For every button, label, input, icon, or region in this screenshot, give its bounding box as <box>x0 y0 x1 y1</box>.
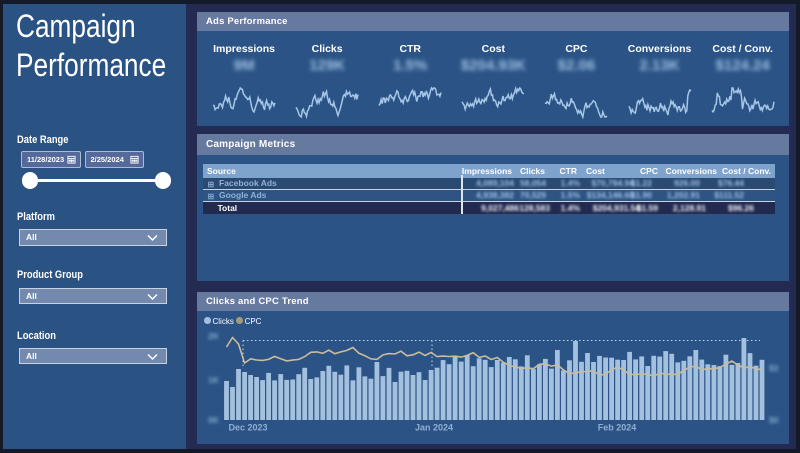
svg-text:0K: 0K <box>208 415 220 425</box>
svg-text:2K: 2K <box>208 331 220 341</box>
svg-text:$2: $2 <box>769 363 779 373</box>
svg-text:Feb 2024: Feb 2024 <box>598 423 637 433</box>
svg-text:Dec 2023: Dec 2023 <box>228 423 267 433</box>
svg-text:Jan 2024: Jan 2024 <box>415 423 453 433</box>
svg-text:1K: 1K <box>208 375 220 385</box>
svg-text:$0: $0 <box>769 415 779 425</box>
